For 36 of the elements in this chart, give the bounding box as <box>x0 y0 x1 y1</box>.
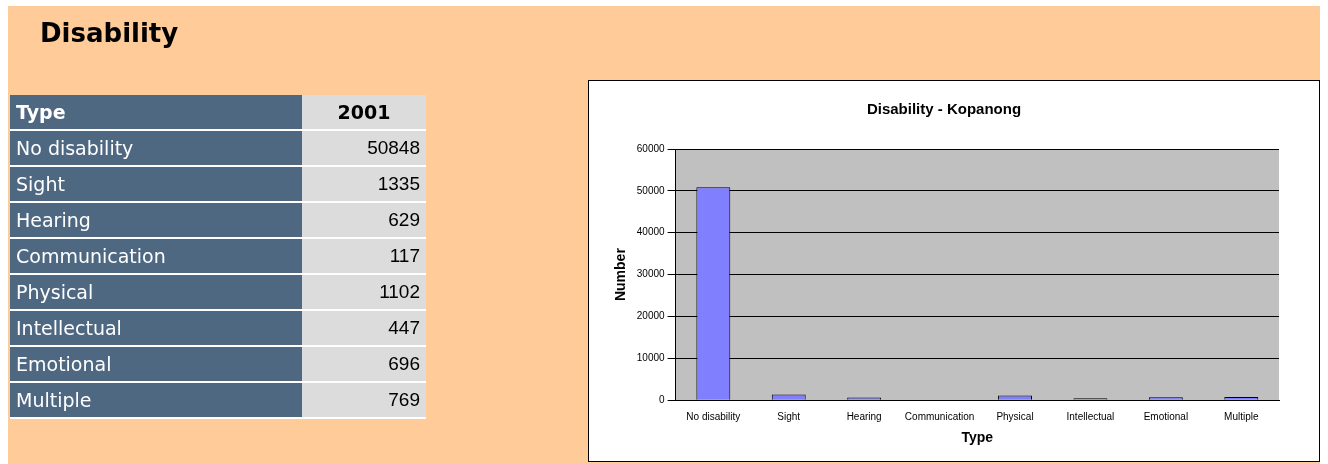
data-label: 1335 <box>302 166 426 202</box>
x-tick-label: Physical <box>996 410 1034 422</box>
x-tick-label: Hearing <box>846 410 882 422</box>
y-tick-label: 0 <box>659 393 666 405</box>
y-tick-label: 10000 <box>636 352 666 364</box>
category-label: Intellectual <box>10 310 302 346</box>
y-tick-label: 50000 <box>636 184 666 196</box>
category-label: Communication <box>10 238 302 274</box>
x-axis-title: Type <box>961 429 994 446</box>
x-tick-label: Emotional <box>1143 410 1189 422</box>
category-label: Physical <box>10 274 302 310</box>
x-tick-label: Multiple <box>1224 410 1259 422</box>
text: Type <box>10 95 302 130</box>
x-tick-label: Communication <box>904 410 975 422</box>
data-label: 629 <box>302 202 426 238</box>
data-label: 117 <box>302 238 426 274</box>
data-label: 696 <box>302 346 426 382</box>
data-label: 447 <box>302 310 426 346</box>
y-tick-label: 40000 <box>636 226 666 238</box>
x-tick-label: No disability <box>686 410 741 422</box>
x-tick-label: Sight <box>777 410 801 422</box>
data-label: 50848 <box>302 130 426 166</box>
data-label: 1102 <box>302 274 426 310</box>
y-tick-label: 30000 <box>636 268 666 280</box>
chart-title: Disability - Kopanong <box>866 100 1022 118</box>
category-label: Emotional <box>10 346 302 382</box>
x-tick-label: Intellectual <box>1066 410 1115 422</box>
category-label: Hearing <box>10 202 302 238</box>
y-axis-title: Number <box>612 247 629 302</box>
y-tick-label: 20000 <box>636 310 666 322</box>
category-label: Sight <box>10 166 302 202</box>
category-label: No disability <box>10 130 302 166</box>
y-tick-label: 60000 <box>636 142 666 154</box>
text: Disability <box>40 18 179 48</box>
data-label: 769 <box>302 382 426 418</box>
text: 2001 <box>302 95 426 130</box>
